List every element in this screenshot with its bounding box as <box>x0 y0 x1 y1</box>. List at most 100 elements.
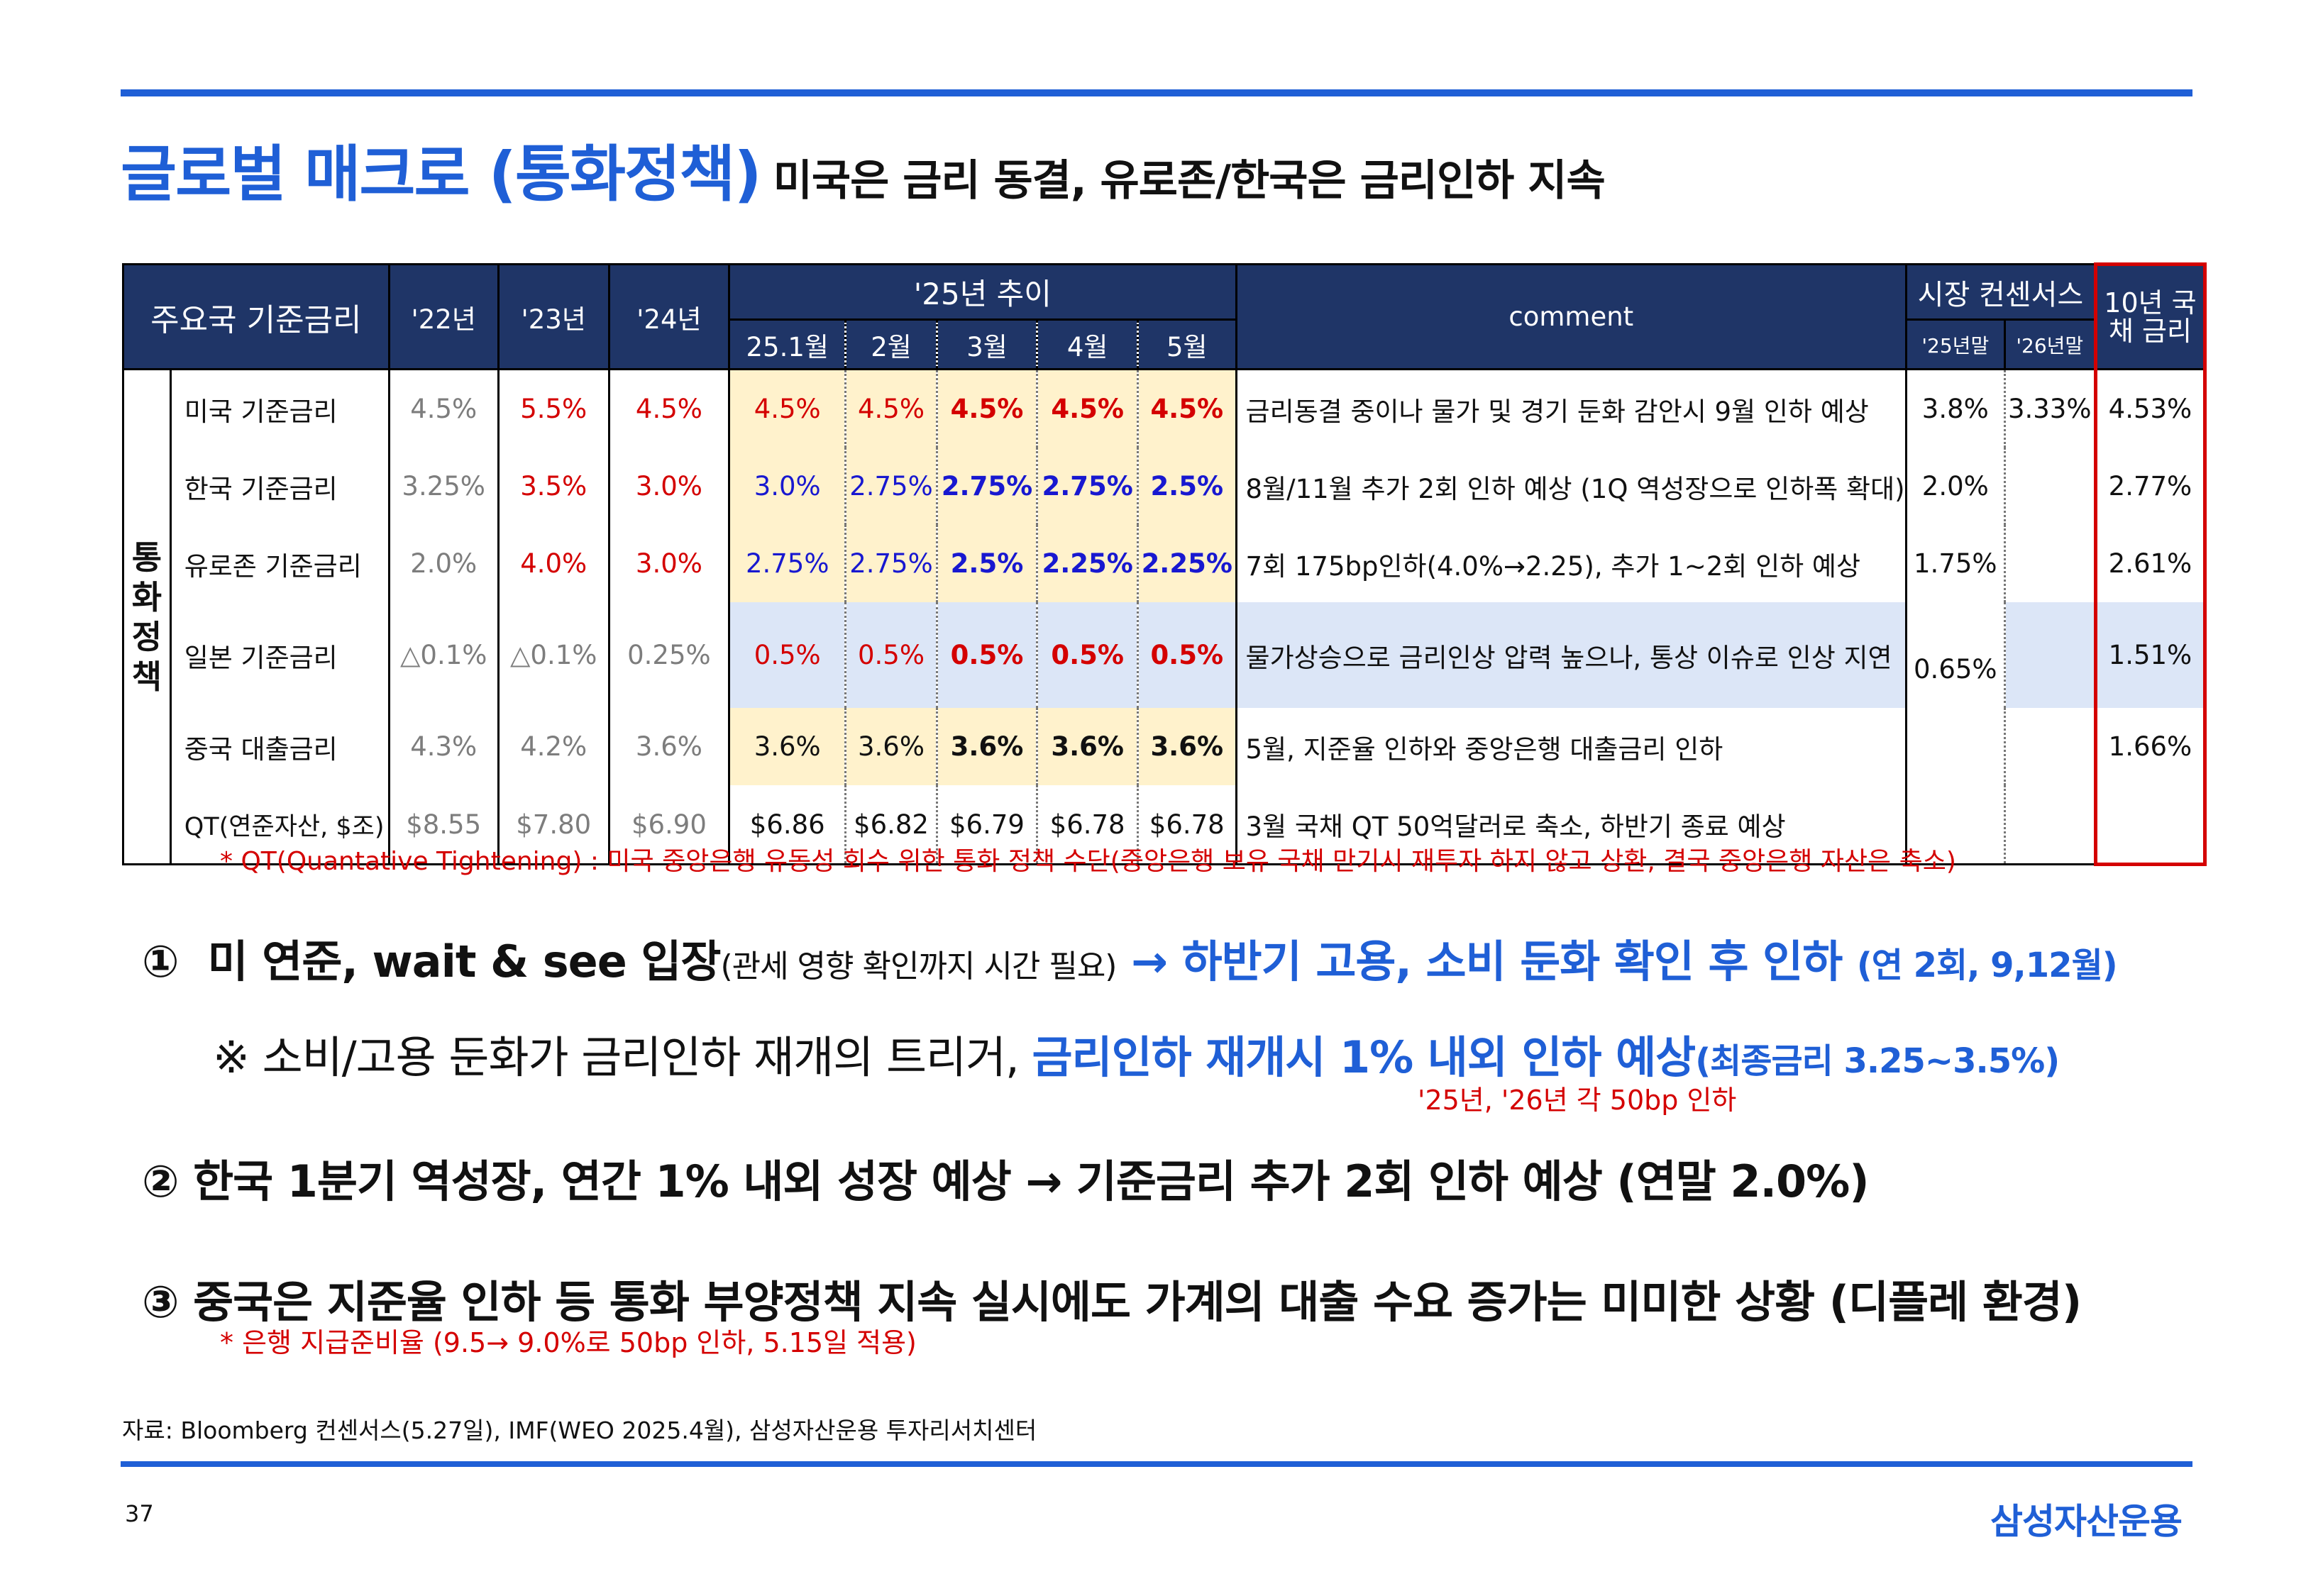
cell-month: 2.75% <box>1036 448 1138 525</box>
cell-bond: 1.66% <box>2093 708 2207 785</box>
header-y22: '22년 <box>387 263 500 370</box>
header-y23: '23년 <box>497 263 610 370</box>
cell-comment: 8월/11월 추가 2회 인하 예상 (1Q 역성장으로 인하폭 확대) <box>1235 448 1907 525</box>
cell-month: 4.5% <box>728 369 846 448</box>
cell-bond: 2.61% <box>2093 525 2207 602</box>
header-cons-26: '26년말 <box>2003 318 2097 370</box>
cell-cons26 <box>2003 708 2096 785</box>
cell-y24: 0.25% <box>607 602 729 708</box>
cell-comment: 금리동결 중이나 물가 및 경기 둔화 감안시 9월 인하 예상 <box>1235 369 1907 448</box>
top-rule <box>121 89 2192 96</box>
cell-month: $6.79 <box>935 785 1037 865</box>
group-label: 통화 정책 <box>122 369 172 865</box>
bullet-1: ① 미 연준, wait & see 입장(관세 영향 확인까지 시간 필요) … <box>142 926 2118 990</box>
cell-cons25: 0.65% <box>1905 602 2005 708</box>
cell-cons26 <box>2003 525 2096 602</box>
cell-month: 0.5% <box>1036 602 1138 708</box>
cell-y24: 3.0% <box>607 448 729 525</box>
bullet-3: ③ 중국은 지준율 인하 등 통화 부양정책 지속 실시에도 가계의 대출 수요… <box>142 1276 2082 1328</box>
cell-bond: 4.53% <box>2093 369 2207 448</box>
header-month: 4월 <box>1036 318 1139 370</box>
cell-y22: △0.1% <box>387 602 499 708</box>
table-row: 중국 대출금리 4.3% 4.2% 3.6% 3.6% 3.6% 3.6% 3.… <box>123 708 2207 785</box>
cell-month: $6.78 <box>1136 785 1237 865</box>
cell-month: 3.6% <box>1136 708 1237 785</box>
header-month: 5월 <box>1136 318 1237 370</box>
cell-month: 3.6% <box>728 708 846 785</box>
cell-month: 4.5% <box>935 369 1037 448</box>
cell-bond: 1.51% <box>2093 602 2207 708</box>
cell-y24: 4.5% <box>607 369 729 448</box>
header-month: 3월 <box>935 318 1039 370</box>
cell-month: 2.5% <box>1136 448 1237 525</box>
source-note: 자료: Bloomberg 컨센서스(5.27일), IMF(WEO 2025.… <box>122 1417 1037 1444</box>
row-label: 중국 대출금리 <box>169 708 390 785</box>
cell-month: 3.6% <box>844 708 937 785</box>
group-label-text: 통화 정책 <box>131 538 162 696</box>
sub-bullet-1-tail: (최종금리 3.25~3.5%) <box>1695 1041 2060 1081</box>
row-label: 미국 기준금리 <box>184 396 338 427</box>
header-y24: '24년 <box>607 263 731 370</box>
row-label: 유로존 기준금리 <box>169 525 390 602</box>
cell-month: 0.5% <box>1136 602 1237 708</box>
cell-cons25 <box>1905 785 2005 865</box>
cell-comment: 3월 국채 QT 50억달러로 축소, 하반기 종료 예상 <box>1235 785 1907 865</box>
cell-month: 0.5% <box>728 602 846 708</box>
cell-month: $6.82 <box>844 785 937 865</box>
bullet-3-note: * 은행 지급준비율 (9.5→ 9.0%로 50bp 인하, 5.15일 적용… <box>220 1327 917 1358</box>
cell-month: 3.6% <box>935 708 1037 785</box>
cell-y24: $6.90 <box>607 785 729 865</box>
cell-month: $6.78 <box>1036 785 1138 865</box>
title-sub: 미국은 금리 동결, 유로존/한국은 금리인하 지속 <box>773 156 1606 206</box>
row-label: 한국 기준금리 <box>169 448 390 525</box>
cell-y23: 4.2% <box>497 708 609 785</box>
page-title: 글로벌 매크로 (통화정책) 미국은 금리 동결, 유로존/한국은 금리인하 지속 <box>121 124 1606 213</box>
cell-cons26 <box>2003 785 2096 865</box>
cell-month: 2.25% <box>1036 525 1138 602</box>
header-month: 25.1월 <box>728 318 847 370</box>
table-row: QT(연준자산, $조) $8.55 $7.80 $6.90 $6.86 $6.… <box>123 785 2207 866</box>
sub-bullet-1-blue: 금리인하 재개시 1% 내외 인하 예상 <box>1032 1031 1697 1083</box>
header-trend: '25년 추이 <box>728 263 1237 321</box>
cell-y23: 3.5% <box>497 448 609 525</box>
bottom-rule <box>121 1461 2192 1467</box>
cell-cons25: 2.0% <box>1905 448 2005 525</box>
qt-note: * QT(Quantative Tightening) : 미국 중앙은행 유동… <box>220 847 1956 876</box>
cell-cons26 <box>2003 602 2096 708</box>
cell-month: 3.6% <box>1036 708 1138 785</box>
cell-y23: △0.1% <box>497 602 609 708</box>
cell-cons25: 1.75% <box>1905 525 2005 602</box>
bullet-1-bold: 미 연준, wait & see 입장 <box>207 936 722 987</box>
header-bond: 10년 국채 금리 <box>2093 262 2207 370</box>
header-consensus: 시장 컨센서스 <box>1905 263 2097 321</box>
title-main: 글로벌 매크로 (통화정책) <box>121 139 762 210</box>
cell-month: 4.5% <box>1136 369 1237 448</box>
cell-y22: 3.25% <box>387 448 499 525</box>
cell-comment: 7회 175bp인하(4.0%→2.25), 추가 1~2회 인하 예상 <box>1235 525 1907 602</box>
cell-y23: 4.0% <box>497 525 609 602</box>
cell-month: 2.75% <box>844 525 937 602</box>
row-label: QT(연준자산, $조) <box>169 785 390 865</box>
cell-y24: 3.6% <box>607 708 729 785</box>
header-month: 2월 <box>844 318 938 370</box>
bullet-1-tail: (연 2회, 9,12월) <box>1856 946 2118 985</box>
cell-cons25: 3.8% <box>1905 369 2005 448</box>
cell-month: 2.75% <box>728 525 846 602</box>
cell-month: 4.5% <box>844 369 937 448</box>
cell-month: 3.0% <box>728 448 846 525</box>
cell-month: 2.75% <box>844 448 937 525</box>
cell-y24: 3.0% <box>607 525 729 602</box>
cell-y22: $8.55 <box>387 785 499 865</box>
cell-y23: 5.5% <box>497 369 609 448</box>
header-rate-col: 주요국 기준금리 <box>122 263 390 370</box>
table-row: 일본 기준금리 △0.1% △0.1% 0.25% 0.5% 0.5% 0.5%… <box>123 602 2207 708</box>
header-cons-25: '25년말 <box>1905 318 2006 370</box>
cell-cons26: 3.33% <box>2003 369 2096 448</box>
bullet-2: ② 한국 1분기 역성장, 연간 1% 내외 성장 예상 → 기준금리 추가 2… <box>142 1156 1870 1207</box>
bullet-1-num: ① <box>142 936 179 987</box>
sub-bullet-1: ※ 소비/고용 둔화가 금리인하 재개의 트리거, 금리인하 재개시 1% 내외… <box>213 1021 2060 1085</box>
cell-comment: 물가상승으로 금리인상 압력 높으나, 통상 이슈로 인상 지연 <box>1235 602 1907 708</box>
cell-month: 2.25% <box>1136 525 1237 602</box>
table-row: 통화 정책 미국 기준금리 4.5% 5.5% 4.5% 4.5% 4.5% 4… <box>122 369 2207 865</box>
header-comment: comment <box>1235 263 1908 370</box>
